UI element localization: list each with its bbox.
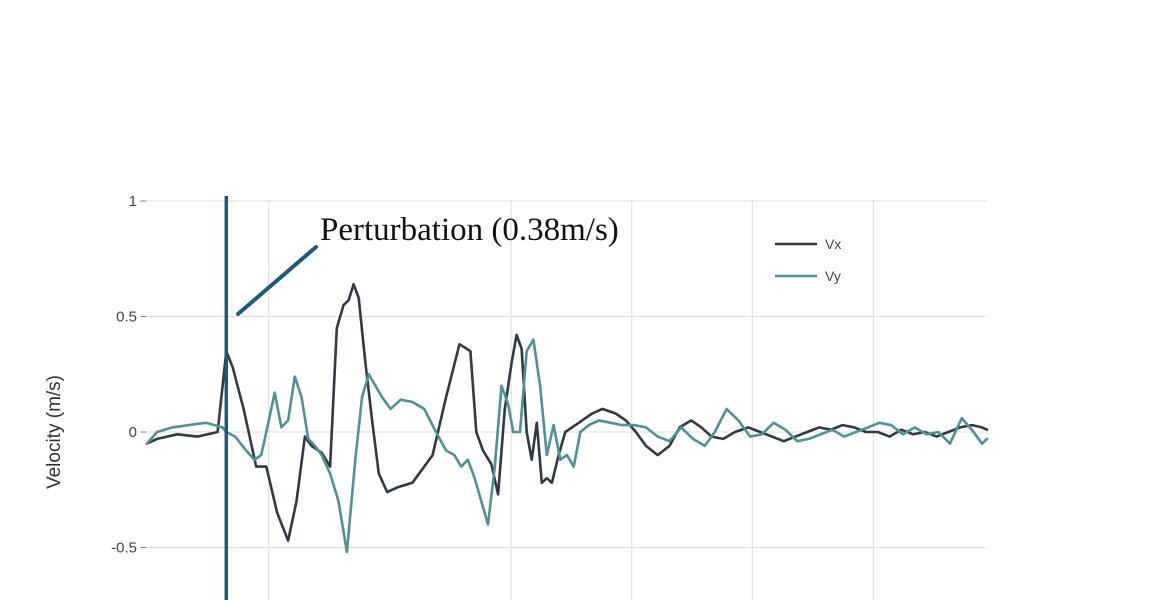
series-lines xyxy=(145,282,989,554)
series-line-vx xyxy=(145,282,989,542)
y-tick-label: -0.5 xyxy=(111,540,137,557)
perturbation-annotation-text: Perturbation (0.38m/s) xyxy=(320,212,619,248)
legend: Vx Vy xyxy=(775,236,841,284)
y-tick-label: 1 xyxy=(129,193,137,210)
legend-label-vx: Vx xyxy=(825,236,841,252)
y-axis: 1 0.5 0 -0.5 xyxy=(111,193,146,557)
series-line-vy xyxy=(145,338,989,554)
grid xyxy=(139,200,987,600)
annotation-leader-line xyxy=(236,245,318,316)
legend-label-vy: Vy xyxy=(825,268,841,284)
perturbation-marker xyxy=(224,196,318,600)
y-tick-label: 0.5 xyxy=(116,309,137,326)
y-axis-title: Velocity (m/s) xyxy=(44,375,65,489)
y-tick-label: 0 xyxy=(129,424,137,441)
